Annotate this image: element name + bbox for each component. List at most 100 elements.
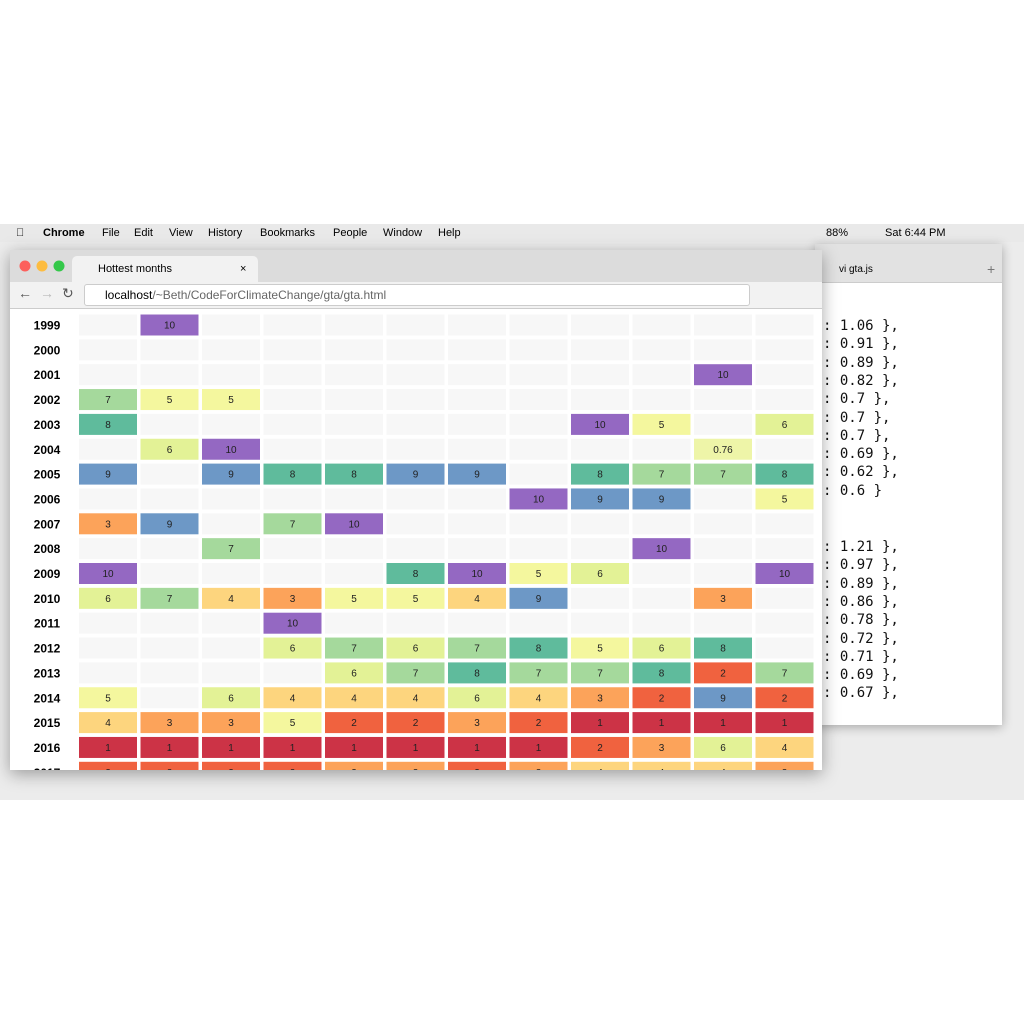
cell [755,413,814,435]
cell [448,736,506,758]
code-line: : 0.82 }, [823,372,899,389]
cell [79,389,137,411]
cell-value: 2 [720,668,726,679]
cell-value: 5 [413,594,419,605]
cell-value: 7 [228,544,234,555]
reload-button[interactable]: ↻ [62,285,74,301]
cell-value: 3 [782,768,788,770]
empty-cell [509,612,568,634]
cell-value: 4 [290,693,296,704]
new-tab[interactable]: + [987,261,996,277]
close-button[interactable] [19,260,31,272]
year-label: 2001 [34,368,61,382]
address-bar[interactable]: localhost/~Beth/CodeForClimateChange/gta… [84,284,750,306]
cell-value: 7 [597,668,603,679]
code-line: : 0.97 }, [823,557,899,574]
window-controls[interactable] [18,259,68,273]
terminal-tab[interactable]: vi gta.js [839,264,873,275]
empty-cell [386,413,445,435]
cell [325,712,383,734]
cell-value: 9 [413,470,419,481]
clock[interactable]: Sat 6:44 PM [885,227,946,239]
year-label: 2004 [34,443,61,457]
empty-cell [755,339,814,361]
cell [755,488,814,510]
empty-cell [325,389,383,411]
empty-cell [632,314,691,336]
menu-item[interactable]: File [102,227,120,239]
cell-value: 4 [228,594,234,605]
menu-item[interactable]: View [169,227,193,239]
code-line: : 0.62 }, [823,464,899,481]
cell [386,463,445,485]
cell-value: 7 [659,470,665,481]
empty-cell [140,687,199,709]
empty-cell [571,538,629,560]
cell-value: 5 [782,494,788,505]
year-label: 2007 [34,517,61,531]
empty-cell [448,364,506,386]
empty-cell [632,612,691,634]
cell [571,736,629,758]
tab[interactable]: Hottest months × [72,256,258,282]
cell [386,563,445,584]
menu-item[interactable]: Help [438,227,461,239]
empty-cell [202,339,260,361]
cell-value: 1 [720,718,726,729]
app-menu[interactable]: Chrome [43,227,85,239]
empty-cell [755,389,814,411]
cell [571,662,629,684]
empty-cell [325,364,383,386]
cell-value: 8 [413,569,419,580]
cell [386,662,445,684]
cell [140,314,199,336]
cell [755,761,814,770]
cell [140,438,199,460]
code-line: : 0.89 }, [823,575,899,592]
cell-value: 10 [225,445,237,456]
tab-close[interactable]: × [240,263,247,275]
forward-button[interactable]: → [40,285,54,301]
empty-cell [386,389,445,411]
empty-cell [202,314,260,336]
empty-cell [509,389,568,411]
cell-value: 9 [659,494,665,505]
empty-cell [386,513,445,535]
cell [694,438,752,460]
cell-value: 10 [594,420,606,431]
menu-bar:  Chrome 88% Sat 6:44 PM File Edit View His… [0,224,1024,242]
empty-cell [263,364,322,386]
empty-cell [79,488,137,510]
cell [571,463,629,485]
cell-value: 6 [782,420,788,431]
empty-cell [140,612,199,634]
cell-value: 10 [656,544,668,555]
apple-icon[interactable]:  [16,224,24,242]
menu-item[interactable]: Bookmarks [260,227,316,239]
cell [694,364,752,386]
cell-value: 10 [717,370,729,381]
empty-cell [79,662,137,684]
empty-cell [632,364,691,386]
cell [79,761,137,770]
cell [694,662,752,684]
cell-value: 9 [474,470,480,481]
cell-value: 9 [228,470,234,481]
year-label: 2014 [34,691,61,705]
cell [448,463,506,485]
menu-item[interactable]: Edit [134,227,153,239]
empty-cell [325,538,383,560]
back-button[interactable]: ← [18,285,32,301]
menu-item[interactable]: History [208,227,243,239]
cell-value: 6 [659,644,665,655]
code-line: : 0.67 }, [823,685,899,702]
minimize-button[interactable] [36,260,48,272]
cell [632,413,691,435]
cell [202,389,260,411]
menu-item[interactable]: People [333,227,368,239]
url-host: localhost [105,288,153,302]
menu-item[interactable]: Window [383,227,423,239]
zoom-button[interactable] [53,260,65,272]
code-line: : 0.91 }, [823,336,899,353]
